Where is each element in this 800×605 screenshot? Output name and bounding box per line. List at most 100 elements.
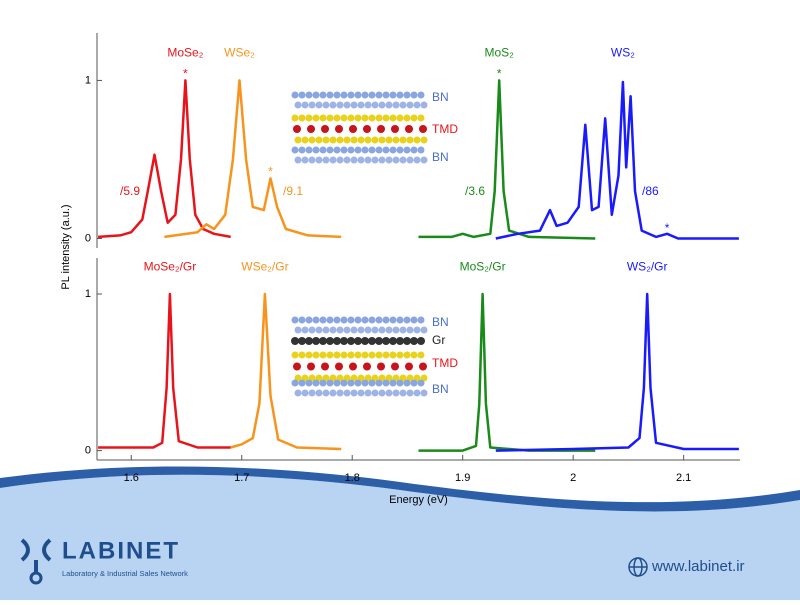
chalcogen-atom (322, 136, 330, 144)
bn-atom (298, 379, 306, 387)
y-tick-label: 0 (85, 445, 91, 457)
chalcogen-atom (347, 351, 355, 359)
bn-atom (298, 146, 306, 154)
graphene-atom (333, 337, 341, 345)
chalcogen-atom (420, 136, 428, 144)
metal-atom (307, 125, 315, 133)
bn-atom (420, 156, 428, 164)
spectrum-line (98, 79, 231, 239)
bn-atom (336, 389, 344, 397)
metal-atom (391, 362, 399, 371)
chalcogen-atom (305, 351, 313, 359)
bn-atom (361, 146, 369, 154)
graphene-atom (340, 337, 348, 345)
bn-atom (301, 326, 309, 334)
chalcogen-atom (298, 114, 306, 122)
bn-atom (410, 316, 418, 324)
bn-atom (305, 146, 313, 154)
bn-atom (291, 146, 299, 154)
bn-atom (413, 326, 421, 334)
bn-atom (420, 326, 428, 334)
bn-atom (399, 101, 407, 109)
bn-atom (382, 146, 390, 154)
bn-atom (347, 91, 355, 99)
globe-icon (628, 557, 648, 577)
spectrum-line (98, 292, 231, 449)
metal-atom (377, 125, 385, 133)
bn-atom (375, 316, 383, 324)
peak-marker: * (183, 66, 188, 80)
chalcogen-atom (301, 136, 309, 144)
bn-atom (312, 316, 320, 324)
chalcogen-atom (385, 136, 393, 144)
graphene-atom (312, 337, 320, 345)
x-tick-label: 1.8 (345, 472, 360, 484)
bn-atom (385, 101, 393, 109)
bn-atom (329, 156, 337, 164)
graphene-atom (326, 337, 334, 345)
bn-atom (308, 326, 316, 334)
chalcogen-atom (298, 351, 306, 359)
graphene-atom (319, 337, 327, 345)
chalcogen-atom (389, 351, 397, 359)
graphene-atom (298, 337, 306, 345)
chalcogen-atom (354, 114, 362, 122)
bn-atom (403, 379, 411, 387)
bn-atom (312, 379, 320, 387)
graphene-atom (389, 337, 397, 345)
bn-atom (319, 91, 327, 99)
bn-atom (410, 379, 418, 387)
metal-atom (363, 125, 371, 133)
bn-atom (294, 156, 302, 164)
metal-atom (349, 125, 357, 133)
metal-atom (377, 362, 385, 371)
x-tick-label: 1.6 (124, 472, 139, 484)
metal-atom (293, 125, 301, 133)
brand-url: www.labinet.ir (651, 558, 745, 575)
y-tick-label: 0 (85, 232, 91, 244)
bn-atom (291, 91, 299, 99)
chalcogen-atom (382, 351, 390, 359)
bn-atom (371, 326, 379, 334)
x-tick-label: 1.7 (234, 472, 249, 484)
chalcogen-atom (357, 136, 365, 144)
bn-atom (410, 146, 418, 154)
bn-atom (326, 91, 334, 99)
chalcogen-atom (294, 136, 302, 144)
chalcogen-atom (326, 351, 334, 359)
bn-atom (350, 156, 358, 164)
chalcogen-atom (364, 136, 372, 144)
bn-atom (315, 389, 323, 397)
inset-label: TMD (432, 356, 458, 370)
bn-atom (420, 389, 428, 397)
bn-atom (417, 146, 425, 154)
metal-atom (363, 362, 371, 371)
bn-atom (378, 326, 386, 334)
spectrum-line (495, 292, 739, 452)
peak-marker: * (497, 66, 502, 80)
series-label: MoSe₂ (167, 46, 203, 60)
metal-atom (349, 362, 357, 371)
chalcogen-atom (347, 114, 355, 122)
chalcogen-atom (375, 351, 383, 359)
series-label: WS₂/Gr (627, 260, 668, 274)
chalcogen-atom (403, 114, 411, 122)
bn-atom (399, 156, 407, 164)
bn-atom (312, 91, 320, 99)
bn-atom (396, 91, 404, 99)
chalcogen-atom (350, 136, 358, 144)
chalcogen-atom (308, 136, 316, 144)
bn-atom (389, 146, 397, 154)
bn-atom (364, 389, 372, 397)
bn-atom (340, 379, 348, 387)
bn-atom (403, 316, 411, 324)
bn-atom (343, 326, 351, 334)
bn-atom (333, 379, 341, 387)
chalcogen-atom (413, 136, 421, 144)
bn-atom (301, 156, 309, 164)
bn-atom (308, 101, 316, 109)
chalcogen-atom (368, 351, 376, 359)
bn-atom (368, 146, 376, 154)
chalcogen-atom (326, 114, 334, 122)
